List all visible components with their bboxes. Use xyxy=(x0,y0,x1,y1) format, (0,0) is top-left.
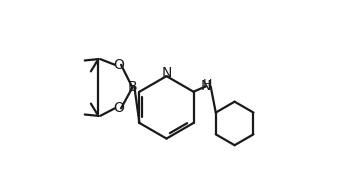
Text: O: O xyxy=(113,58,124,72)
Text: H: H xyxy=(203,78,212,91)
Text: O: O xyxy=(113,101,124,115)
Text: N: N xyxy=(201,79,211,94)
Text: N: N xyxy=(161,66,171,80)
Text: B: B xyxy=(128,80,137,94)
